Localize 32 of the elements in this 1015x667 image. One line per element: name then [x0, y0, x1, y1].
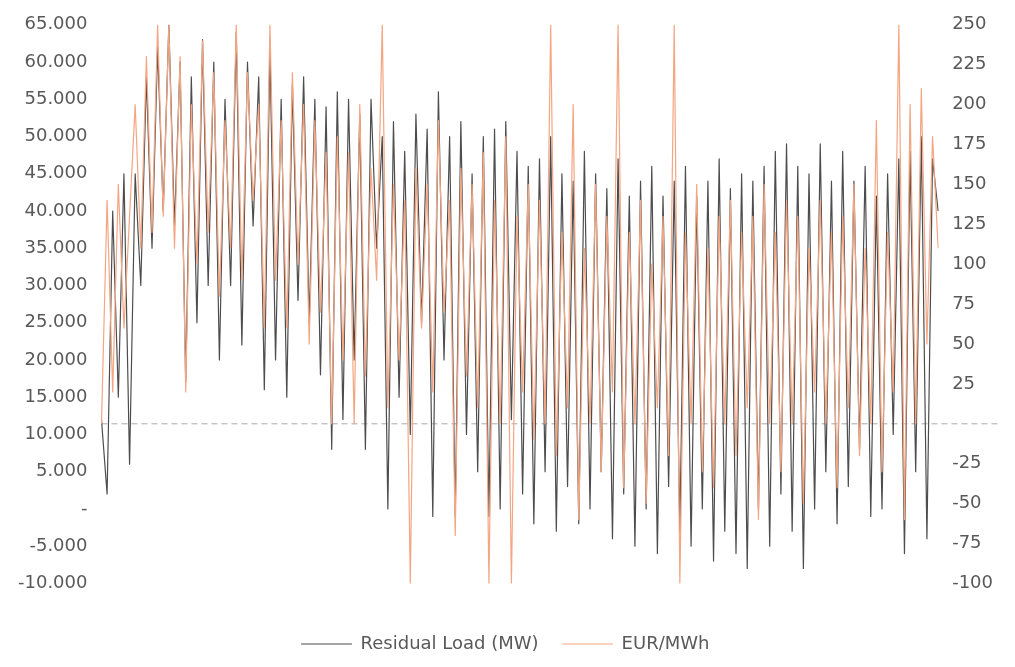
y2-tick-label: -25: [952, 451, 982, 473]
y2-tick-label: 150: [952, 172, 987, 194]
y2-tick-label: -75: [952, 531, 982, 553]
y-tick-label: 5.000: [35, 459, 88, 481]
y2-tick-label: 200: [952, 92, 987, 114]
y2-tick-label: 50: [952, 331, 976, 353]
y2-tick-label: 225: [952, 52, 987, 74]
y-tick-label: 60.000: [24, 49, 88, 71]
y-tick-label: -10.000: [17, 571, 88, 593]
y2-tick-label: 125: [952, 211, 987, 233]
y2-tick-label: -100: [952, 571, 994, 593]
y-tick-label: 35.000: [24, 235, 88, 257]
y-tick-label: 50.000: [24, 124, 88, 146]
legend-label: Residual Load (MW): [360, 631, 539, 653]
legend-label: EUR/MWh: [621, 631, 710, 653]
y2-tick-label: 75: [952, 291, 976, 313]
y-tick-label: 45.000: [24, 161, 88, 183]
y-tick-label: 40.000: [24, 198, 88, 220]
y2-tick-label: 175: [952, 132, 987, 154]
y-tick-label: -5.000: [29, 533, 88, 555]
y2-tick-label: 25: [952, 371, 976, 393]
y2-tick-label: 100: [952, 251, 987, 273]
y-tick-label: 15.000: [24, 384, 88, 406]
y2-tick-label: 250: [952, 12, 987, 34]
y-tick-label: -: [80, 496, 88, 518]
y-tick-label: 10.000: [24, 422, 88, 444]
y-tick-label: 20.000: [24, 347, 88, 369]
y-tick-label: 65.000: [24, 12, 88, 34]
y-tick-label: 25.000: [24, 310, 88, 332]
y2-tick-label: -50: [952, 491, 982, 513]
y-tick-label: 55.000: [24, 86, 88, 108]
y-tick-label: 30.000: [24, 273, 88, 295]
